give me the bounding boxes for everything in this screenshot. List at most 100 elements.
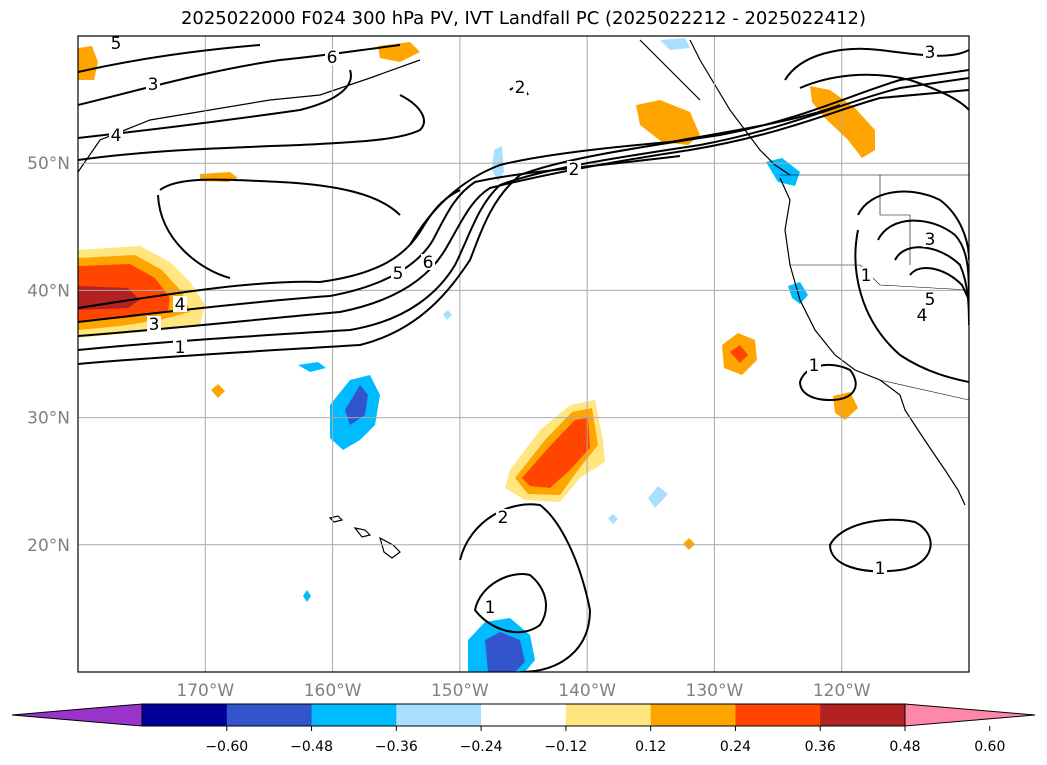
colorbar-segment xyxy=(565,704,652,726)
contour-label: 1 xyxy=(809,356,820,376)
contour-label-bg xyxy=(923,231,937,247)
contour-label: 2 xyxy=(498,508,509,528)
colorbar-tick-label: −0.60 xyxy=(205,739,248,755)
colorbar-extend-high xyxy=(904,703,1036,727)
colorbar-tick-label: 0.12 xyxy=(635,739,666,755)
latitude-labels: 50°N 40°N 30°N 20°N xyxy=(27,154,70,556)
colorbar-tick-label: −0.24 xyxy=(460,739,503,755)
contour-label: 6 xyxy=(327,48,338,68)
colorbar-extend-low xyxy=(11,703,143,727)
contour-line xyxy=(159,178,401,216)
contour-line xyxy=(78,89,969,337)
contour-label-bg xyxy=(173,339,187,355)
contour-label-bg xyxy=(109,35,123,51)
contour-label: 4 xyxy=(175,295,186,315)
pv-contours xyxy=(78,44,969,672)
colorbar-tick-label: −0.12 xyxy=(544,739,587,755)
contour-label: 1 xyxy=(861,266,872,286)
colorbar-segment xyxy=(396,704,482,726)
contour-label: 1 xyxy=(875,559,886,579)
colorbar-tick-label: 0.36 xyxy=(805,739,836,755)
lon-tick-label: 170°W xyxy=(176,681,234,701)
contour-line xyxy=(78,155,681,323)
shaded-pc-fields xyxy=(78,38,875,672)
lon-tick-label: 140°W xyxy=(558,681,616,701)
colorbar-labels: −0.60 −0.48 −0.36 −0.24 −0.12 0.12 0.24 0.36 0.4… xyxy=(205,739,1005,755)
lon-tick-label: 120°W xyxy=(813,681,871,701)
contour-label-bg xyxy=(109,127,123,143)
contour-line xyxy=(857,190,969,261)
colorbar-segment xyxy=(481,704,567,726)
contour-label: 3 xyxy=(149,315,160,335)
contour-line xyxy=(157,194,231,279)
contour-line xyxy=(78,94,425,161)
contour-line xyxy=(784,47,969,81)
contour-label: 3 xyxy=(148,75,159,95)
contour-label: 2 xyxy=(515,78,526,98)
lat-tick-label: 50°N xyxy=(27,154,70,174)
contour-label-bg xyxy=(483,599,497,615)
colorbar-segment xyxy=(820,704,906,726)
contour-line xyxy=(828,518,932,573)
contour-line xyxy=(799,73,969,111)
contour-line xyxy=(409,104,841,246)
contour-line xyxy=(78,44,261,73)
contour-label: 6 xyxy=(423,253,434,273)
contour-label-bg xyxy=(513,79,527,95)
contour-label: 2 xyxy=(569,160,580,180)
contour-label-bg xyxy=(873,560,887,576)
colorbar-tick-label: 0.60 xyxy=(974,739,1005,755)
colorbar-segment xyxy=(311,704,397,726)
map-title: 2025022000 F024 300 hPa PV, IVT Landfall… xyxy=(180,8,867,29)
lon-tick-label: 150°W xyxy=(431,681,489,701)
contour-label: 1 xyxy=(485,598,496,618)
lat-tick-label: 30°N xyxy=(27,409,70,429)
lon-tick-label: 160°W xyxy=(304,681,362,701)
contour-label-bg xyxy=(496,509,510,525)
longitude-labels: 170°W 160°W 150°W 140°W 130°W 120°W xyxy=(176,681,870,701)
colorbar-segment xyxy=(226,704,313,726)
contour-label-bg xyxy=(391,265,405,281)
colorbar xyxy=(11,703,1036,731)
colorbar-segment xyxy=(142,704,228,726)
contour-label: 3 xyxy=(925,230,936,250)
contour-line xyxy=(78,44,401,106)
contour-label-bg xyxy=(807,357,821,373)
colorbar-tick-label: 0.24 xyxy=(720,739,751,755)
contour-label: 4 xyxy=(111,126,122,146)
coastlines xyxy=(78,39,966,559)
contour-line xyxy=(909,267,969,301)
lat-tick-label: 20°N xyxy=(27,536,70,556)
contour-line xyxy=(894,246,969,326)
contour-label: 5 xyxy=(925,290,936,310)
contour-line xyxy=(78,69,352,139)
contour-label: 1 xyxy=(175,338,186,358)
lon-tick-label: 130°W xyxy=(686,681,744,701)
contour-label-bg xyxy=(173,296,187,312)
contour-label-bg xyxy=(923,291,937,307)
contour-line xyxy=(473,573,547,634)
contour-label-bg xyxy=(567,161,581,177)
map-frame xyxy=(77,35,970,673)
contour-label-bg xyxy=(325,49,339,65)
contour-label-bg xyxy=(421,254,435,270)
contour-line xyxy=(854,229,969,383)
colorbar-tick-label: 0.48 xyxy=(889,739,920,755)
lat-tick-label: 40°N xyxy=(27,281,70,301)
colorbar-segment xyxy=(650,704,736,726)
contour-label: 5 xyxy=(393,264,404,284)
colorbar-outline xyxy=(141,703,906,727)
contour-label-bg xyxy=(147,316,161,332)
contour-line xyxy=(78,77,969,351)
colorbar-segment xyxy=(735,704,821,726)
contour-labels: 534362564313154112123 xyxy=(109,34,937,618)
contour-label: 4 xyxy=(917,306,928,326)
colorbar-tick-label: −0.48 xyxy=(290,739,333,755)
colorbar-tick-label: −0.36 xyxy=(375,739,418,755)
contour-label-bg xyxy=(859,267,873,283)
contour-line xyxy=(459,503,592,672)
contour-label-bg xyxy=(923,44,937,60)
contour-label-bg xyxy=(915,307,929,323)
contour-label-bg xyxy=(146,76,160,92)
